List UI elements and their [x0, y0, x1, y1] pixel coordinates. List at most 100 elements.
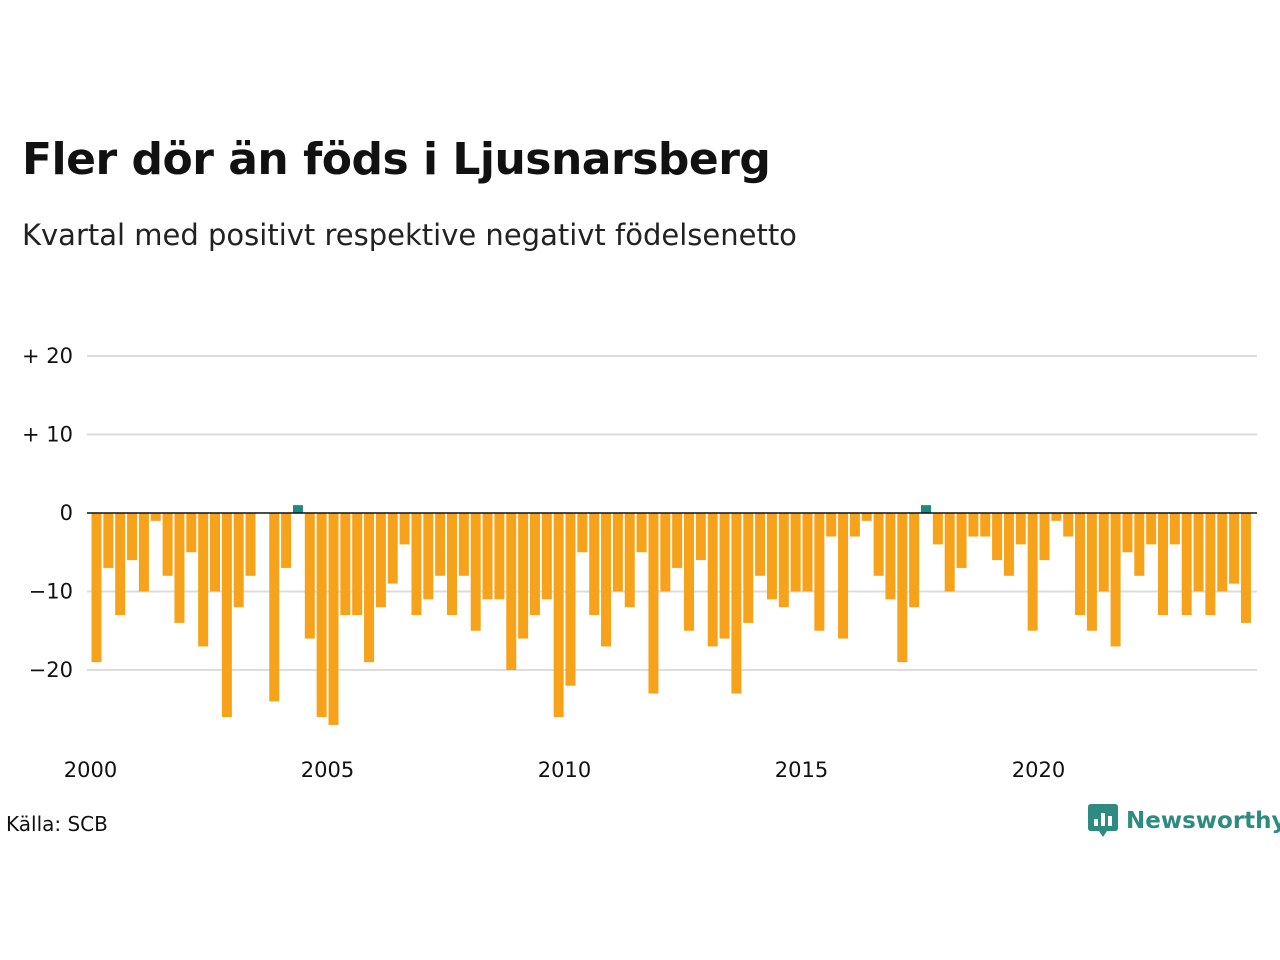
bar	[411, 513, 422, 616]
bar	[1181, 513, 1192, 616]
bar	[387, 513, 398, 584]
bar	[577, 513, 588, 553]
bar	[127, 513, 138, 561]
bar	[423, 513, 434, 600]
bar	[814, 513, 825, 631]
bar	[1158, 513, 1168, 616]
bar	[838, 513, 849, 639]
x-tick-label: 2020	[1012, 758, 1065, 782]
y-tick-label: −20	[29, 658, 73, 682]
bar	[802, 513, 813, 592]
bar	[980, 513, 991, 537]
bar	[672, 513, 683, 568]
bar	[921, 505, 931, 513]
bar	[1205, 513, 1216, 616]
bar	[328, 513, 339, 725]
bar	[1063, 513, 1074, 537]
bar	[1015, 513, 1026, 545]
bar	[518, 513, 529, 639]
bar	[553, 513, 564, 718]
bar	[601, 513, 612, 647]
bar	[115, 513, 126, 616]
bar	[447, 513, 457, 616]
y-tick-label: + 10	[22, 423, 73, 447]
bar	[316, 513, 327, 718]
bar	[186, 513, 197, 553]
bar	[648, 513, 659, 694]
bar	[281, 513, 292, 568]
bar	[992, 513, 1003, 561]
bar	[162, 513, 173, 576]
bar	[660, 513, 671, 592]
bar	[743, 513, 754, 623]
bar	[494, 513, 505, 600]
bar	[1229, 513, 1240, 584]
bar	[873, 513, 884, 576]
bar	[482, 513, 493, 600]
newsworthy-logo-icon	[1088, 804, 1118, 837]
bar	[731, 513, 742, 694]
bar	[1110, 513, 1121, 647]
brand-name: Newsworthy	[1126, 808, 1280, 834]
bar	[458, 513, 469, 576]
bar	[790, 513, 801, 592]
bar	[529, 513, 540, 616]
brand-logo: Newsworthy	[1088, 804, 1280, 838]
bar	[956, 513, 967, 568]
bar	[612, 513, 623, 592]
bar	[292, 505, 303, 513]
bar	[269, 513, 280, 702]
x-tick-label: 2015	[775, 758, 828, 782]
bar	[565, 513, 576, 686]
bar	[210, 513, 220, 592]
x-tick-label: 2000	[64, 758, 117, 782]
bar	[1039, 513, 1050, 561]
bar	[719, 513, 730, 639]
bar	[174, 513, 185, 623]
bar	[304, 513, 315, 639]
x-tick-label: 2005	[301, 758, 354, 782]
bar	[245, 513, 256, 576]
bar	[91, 513, 102, 663]
y-tick-label: 0	[60, 501, 73, 525]
bar	[1193, 513, 1204, 592]
bar	[861, 513, 872, 521]
bar	[138, 513, 149, 592]
bar	[766, 513, 777, 600]
bar	[755, 513, 766, 576]
y-tick-label: + 20	[22, 344, 73, 368]
bar	[1240, 513, 1251, 623]
bar	[1122, 513, 1133, 553]
bar	[684, 513, 694, 631]
bar	[1075, 513, 1086, 616]
bar	[849, 513, 860, 537]
bar	[589, 513, 600, 616]
bar	[695, 513, 706, 561]
bar	[1027, 513, 1038, 631]
bar	[932, 513, 943, 545]
bar	[1003, 513, 1014, 576]
bar	[1098, 513, 1109, 592]
bar	[1134, 513, 1145, 576]
source-note: Källa: SCB	[6, 812, 108, 836]
bar	[375, 513, 386, 608]
bar	[198, 513, 209, 647]
bar	[707, 513, 718, 647]
bar	[364, 513, 375, 663]
bar	[885, 513, 896, 600]
bar	[826, 513, 837, 537]
bar	[624, 513, 635, 608]
bar	[541, 513, 552, 600]
bar	[470, 513, 481, 631]
x-tick-label: 2010	[538, 758, 591, 782]
bar	[103, 513, 114, 568]
bar	[944, 513, 955, 592]
bar	[221, 513, 232, 718]
bar	[435, 513, 446, 576]
bar	[1169, 513, 1180, 545]
bar	[909, 513, 920, 608]
bar	[233, 513, 244, 608]
bar	[897, 513, 908, 663]
bar	[352, 513, 363, 616]
